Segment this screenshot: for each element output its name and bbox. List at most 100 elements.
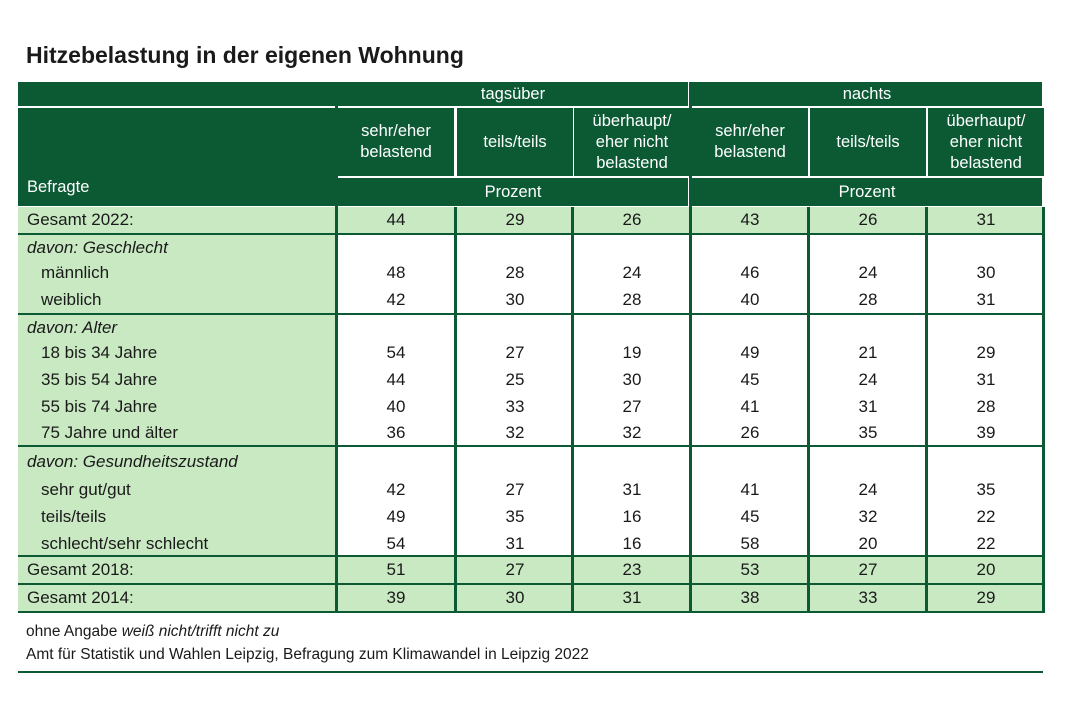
row-label: 35 bis 54 Jahre (41, 370, 158, 390)
header-befragte: Befragte (18, 108, 336, 206)
table-cell: 22 (976, 507, 996, 527)
table-cell: 54 (386, 343, 406, 363)
table-cell: 31 (858, 396, 878, 416)
table-cell: 22 (976, 533, 996, 553)
column-header: sehr/eher belastend (338, 108, 454, 176)
group-label-bg (18, 235, 336, 313)
table-cell: 29 (928, 585, 1044, 611)
table-cell: 31 (505, 533, 525, 553)
table-cell: 42 (386, 290, 406, 310)
row-label: männlich (41, 263, 110, 283)
header-unit-0: Prozent (338, 178, 688, 206)
table-cell: 28 (622, 290, 642, 310)
table-cell: 26 (574, 207, 690, 233)
table-cell: 29 (976, 343, 996, 363)
table-cell: 16 (622, 507, 642, 527)
row-label: Gesamt 2022: (18, 207, 336, 233)
table-title: Hitzebelastung in der eigenen Wohnung (26, 42, 464, 68)
table-cell: 33 (810, 585, 926, 611)
table-cell: 30 (457, 585, 573, 611)
table-cell: 28 (505, 263, 525, 283)
footnote-prefix: ohne Angabe (26, 623, 122, 640)
table-cell: 41 (740, 396, 760, 416)
table-cell: 31 (976, 290, 996, 310)
table-cell: 20 (928, 557, 1044, 583)
table-cell: 40 (740, 290, 760, 310)
table-cell: 24 (858, 263, 878, 283)
table-cell: 24 (622, 263, 642, 283)
table-cell: 21 (858, 343, 878, 363)
table-cell: 49 (386, 507, 406, 527)
table-cell: 27 (457, 557, 573, 583)
table-cell: 32 (505, 423, 525, 443)
table-cell: 28 (858, 290, 878, 310)
table-cell: 42 (386, 480, 406, 500)
table-cell: 35 (505, 507, 525, 527)
row-label: sehr gut/gut (41, 480, 131, 500)
bottom-rule (18, 671, 1043, 673)
row-divider (18, 313, 1043, 315)
row-label: Gesamt 2018: (18, 557, 336, 583)
header-divider (689, 82, 692, 207)
row-divider (18, 445, 1043, 447)
table-cell: 23 (574, 557, 690, 583)
table-cell: 39 (338, 585, 454, 611)
header-unit-1: Prozent (692, 178, 1042, 206)
table-cell: 19 (622, 343, 642, 363)
group-heading: davon: Gesundheitszustand (27, 452, 238, 471)
table-cell: 31 (574, 585, 690, 611)
table-cell: 27 (810, 557, 926, 583)
footnote: ohne Angabe weiß nicht/trifft nicht zu (26, 623, 279, 641)
table-cell: 29 (457, 207, 573, 233)
group-label-bg (18, 315, 336, 445)
table-cell: 30 (505, 290, 525, 310)
source-note: Amt für Statistik und Wahlen Leipzig, Be… (26, 646, 589, 663)
table-cell: 43 (692, 207, 808, 233)
table-cell: 41 (740, 480, 760, 500)
table-cell: 26 (740, 423, 760, 443)
table-cell: 24 (858, 480, 878, 500)
table-cell: 49 (740, 343, 760, 363)
footnote-italic: weiß nicht/trifft nicht zu (121, 623, 280, 640)
row-divider (18, 555, 1043, 557)
table-cell: 27 (622, 396, 642, 416)
table-cell: 25 (505, 370, 525, 390)
table-cell: 32 (622, 423, 642, 443)
column-divider (335, 207, 338, 613)
column-divider (571, 207, 574, 613)
row-divider (18, 611, 1043, 613)
header-group-1: nachts (692, 82, 1042, 106)
column-header: teils/teils (810, 108, 926, 176)
row-label: 75 Jahre und älter (41, 423, 179, 443)
table-cell: 31 (976, 370, 996, 390)
column-header: überhaupt/ eher nicht belastend (574, 108, 690, 176)
table-cell: 44 (386, 370, 406, 390)
column-header: überhaupt/ eher nicht belastend (928, 108, 1044, 176)
table-cell: 39 (976, 423, 996, 443)
table-cell: 24 (858, 370, 878, 390)
table-cell: 31 (622, 480, 642, 500)
column-header: sehr/eher belastend (692, 108, 808, 176)
column-header: teils/teils (457, 108, 573, 176)
group-heading: davon: Alter (27, 317, 118, 337)
table-cell: 54 (386, 533, 406, 553)
table-cell: 35 (976, 480, 996, 500)
table-cell: 40 (386, 396, 406, 416)
group-label-bg (18, 447, 336, 555)
table-cell: 28 (976, 396, 996, 416)
table-cell: 45 (740, 370, 760, 390)
table-cell: 45 (740, 507, 760, 527)
table-cell: 30 (976, 263, 996, 283)
row-divider (18, 233, 1043, 235)
table-cell: 35 (858, 423, 878, 443)
row-label: teils/teils (41, 507, 107, 527)
table-cell: 53 (692, 557, 808, 583)
table-cell: 44 (338, 207, 454, 233)
table-cell: 33 (505, 396, 525, 416)
group-heading: davon: Geschlecht (27, 237, 168, 257)
row-label: Gesamt 2014: (18, 585, 336, 611)
column-divider (925, 207, 928, 613)
table-cell: 46 (740, 263, 760, 283)
header-group-0: tagsüber (338, 82, 688, 106)
table-cell: 51 (338, 557, 454, 583)
